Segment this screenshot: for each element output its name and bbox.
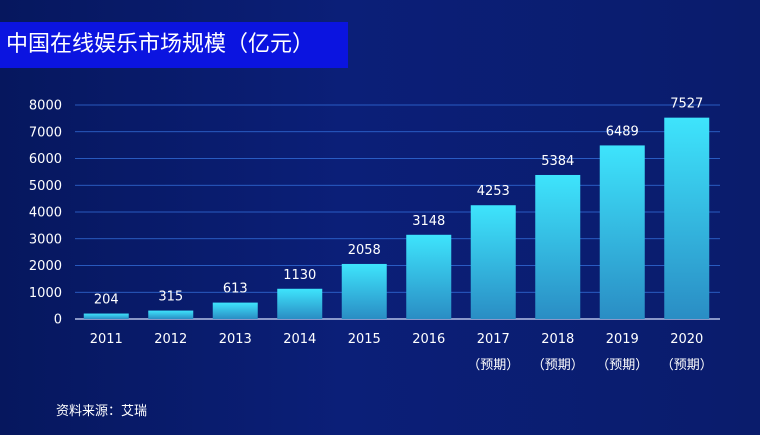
y-tick-label: 7000 (29, 125, 62, 140)
data-label: 4253 (477, 184, 510, 199)
data-label: 315 (158, 290, 183, 305)
x-tick-label: 2014 (283, 332, 316, 347)
x-tick-label: 2019 (606, 332, 639, 347)
bar (83, 313, 129, 319)
y-tick-label: 5000 (29, 179, 62, 194)
bar (148, 310, 194, 319)
x-tick-label: 2015 (348, 332, 381, 347)
title-banner: 中国在线娱乐市场规模（亿元） (0, 22, 348, 68)
x-tick-sublabel: （预期） (661, 358, 713, 373)
bar (535, 174, 581, 319)
data-label: 2058 (348, 243, 381, 258)
bar (277, 288, 323, 319)
data-label: 613 (223, 282, 248, 297)
y-tick-label: 2000 (29, 259, 62, 274)
x-tick-sublabel: （预期） (467, 358, 519, 373)
bar (212, 302, 258, 319)
bar (664, 117, 710, 320)
data-label: 6489 (606, 124, 639, 139)
x-tick-label: 2011 (90, 332, 123, 347)
data-label: 7527 (670, 97, 703, 112)
x-tick-label: 2013 (219, 332, 252, 347)
y-tick-label: 3000 (29, 232, 62, 247)
data-labels: 204 315 613 1130 2058 3148 4253 5384 6489 7527 (94, 97, 703, 308)
data-label: 204 (94, 293, 119, 308)
x-tick-sublabel: （预期） (596, 358, 648, 373)
x-tick-sublabel: （预期） (532, 358, 584, 373)
y-tick-label: 4000 (29, 206, 62, 221)
bar (470, 205, 516, 319)
data-label: 5384 (541, 154, 574, 169)
x-tick-label: 2020 (670, 332, 703, 347)
bars (83, 117, 710, 320)
y-axis-ticks: 0 1000 2000 3000 4000 5000 6000 7000 8000 (29, 99, 62, 328)
y-tick-label: 1000 (29, 286, 62, 301)
bar (341, 263, 387, 319)
y-tick-label: 8000 (29, 99, 62, 114)
data-label: 3148 (412, 214, 445, 229)
chart-title: 中国在线娱乐市场规模（亿元） (6, 32, 315, 57)
x-tick-label: 2017 (477, 332, 510, 347)
source-note: 资料来源：艾瑞 (56, 404, 148, 419)
x-tick-label: 2012 (154, 332, 187, 347)
y-tick-label: 0 (54, 313, 62, 328)
y-tick-label: 6000 (29, 152, 62, 167)
x-tick-label: 2016 (412, 332, 445, 347)
x-tick-label: 2018 (541, 332, 574, 347)
x-axis-ticks: 2011 2012 2013 2014 2015 2016 2017 （预期） 2018 （预期）… (90, 332, 713, 373)
bar (599, 145, 645, 319)
bar (406, 234, 452, 319)
data-label: 1130 (283, 268, 316, 283)
